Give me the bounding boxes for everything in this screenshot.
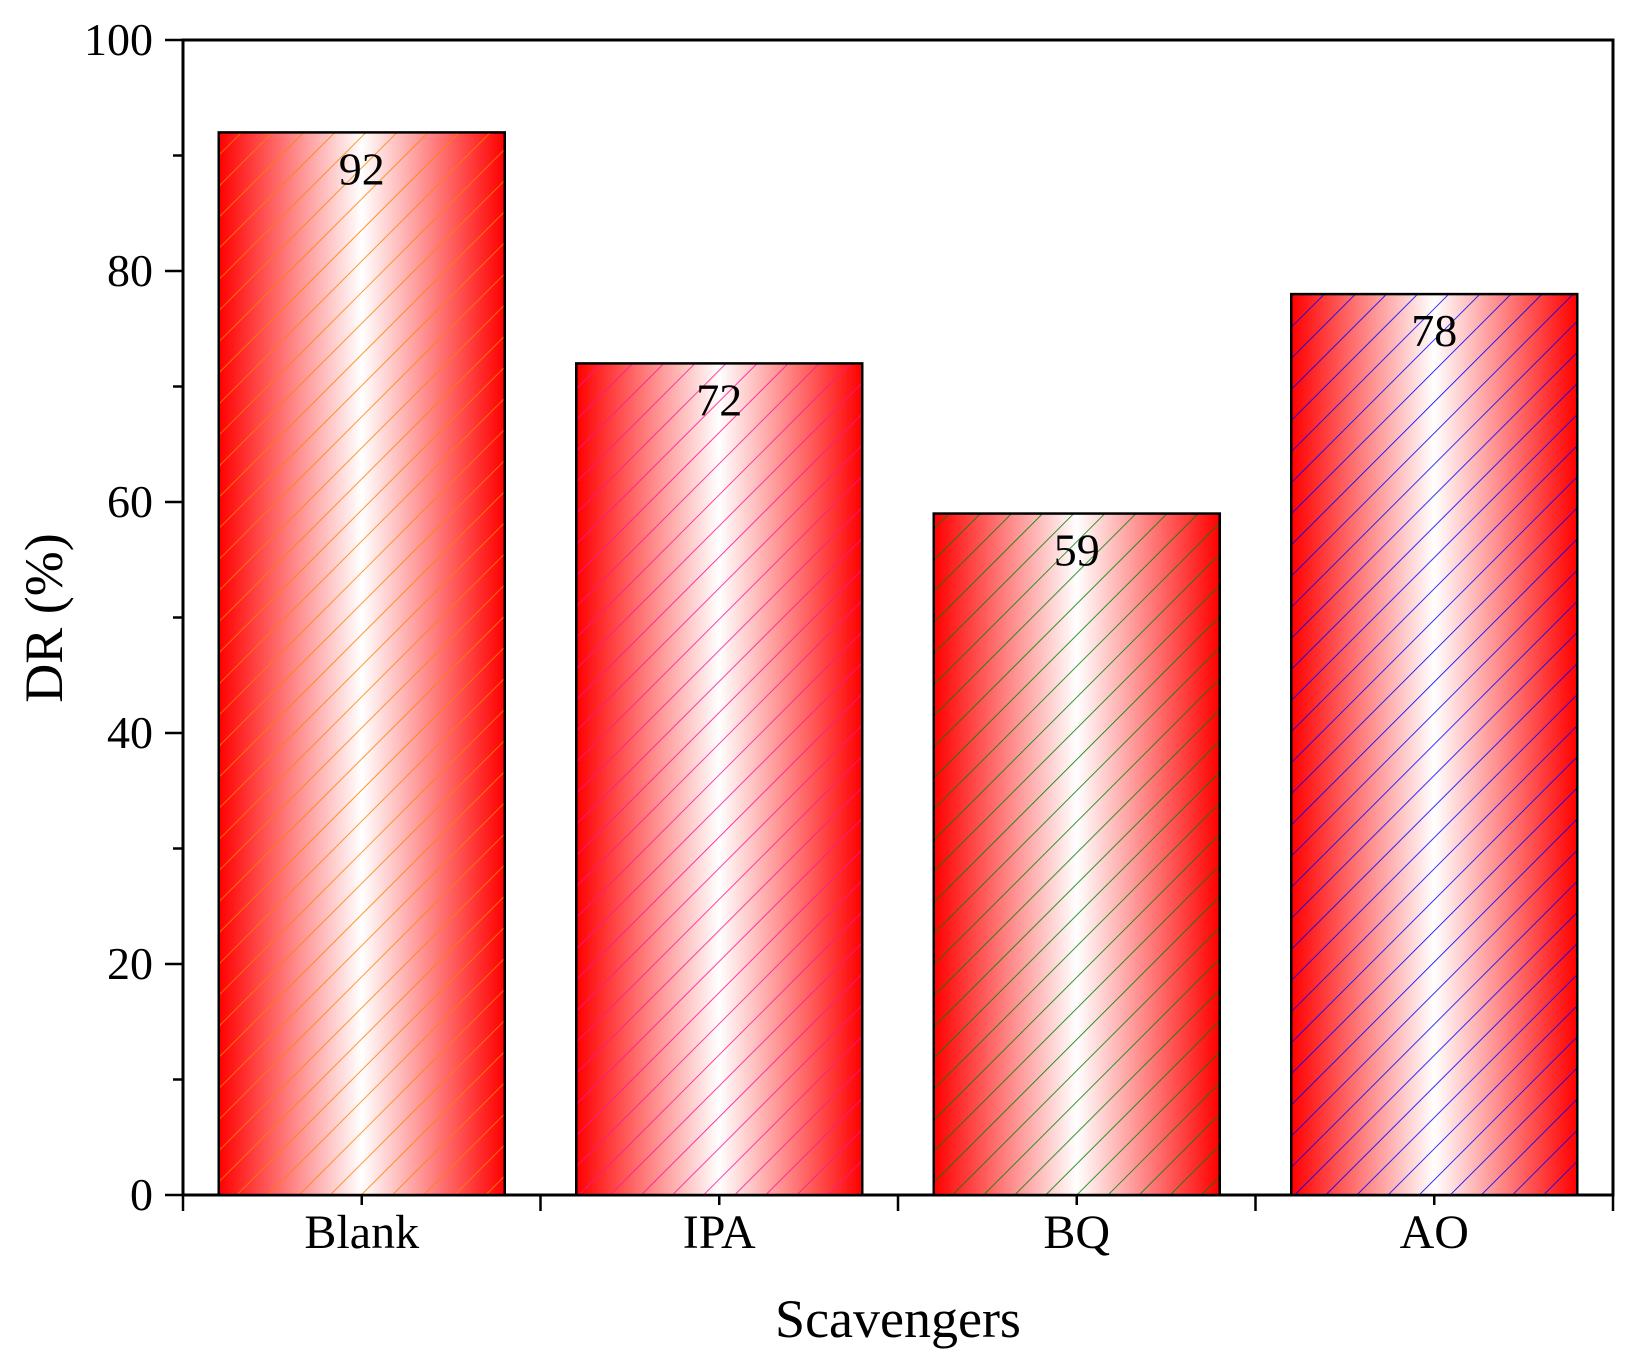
bar-bq [932, 512, 1221, 1197]
y-tick-label: 0 [130, 1169, 153, 1220]
axes-layer: Blank IPA BQ AO 0 20 40 60 80 100 [84, 14, 1615, 1259]
y-tick-label: 100 [84, 14, 153, 65]
bar-ao [1290, 292, 1579, 1197]
bar-hatch [575, 362, 864, 1197]
x-tick-label: AO [1400, 1206, 1469, 1259]
data-label: 59 [1054, 525, 1100, 576]
y-tick-label: 80 [107, 245, 153, 296]
bar-ipa [575, 362, 864, 1197]
data-label: 72 [696, 374, 742, 425]
y-axis-title: DR (%) [14, 533, 74, 702]
x-axis-title: Scavengers [775, 1289, 1021, 1349]
bar-blank [217, 131, 506, 1197]
data-label: 78 [1411, 305, 1457, 356]
data-label: 92 [339, 143, 385, 194]
bar-hatch [1290, 292, 1579, 1197]
y-tick-label: 20 [107, 938, 153, 989]
x-tick-label: IPA [683, 1206, 756, 1259]
y-tick-label: 60 [107, 476, 153, 527]
bar-hatch [932, 512, 1221, 1197]
bars-layer: 92 72 59 78 [217, 131, 1579, 1197]
y-tick-label: 40 [107, 707, 153, 758]
bar-hatch [217, 131, 506, 1197]
x-tick-label: Blank [304, 1206, 419, 1259]
x-tick-label: BQ [1043, 1206, 1110, 1259]
